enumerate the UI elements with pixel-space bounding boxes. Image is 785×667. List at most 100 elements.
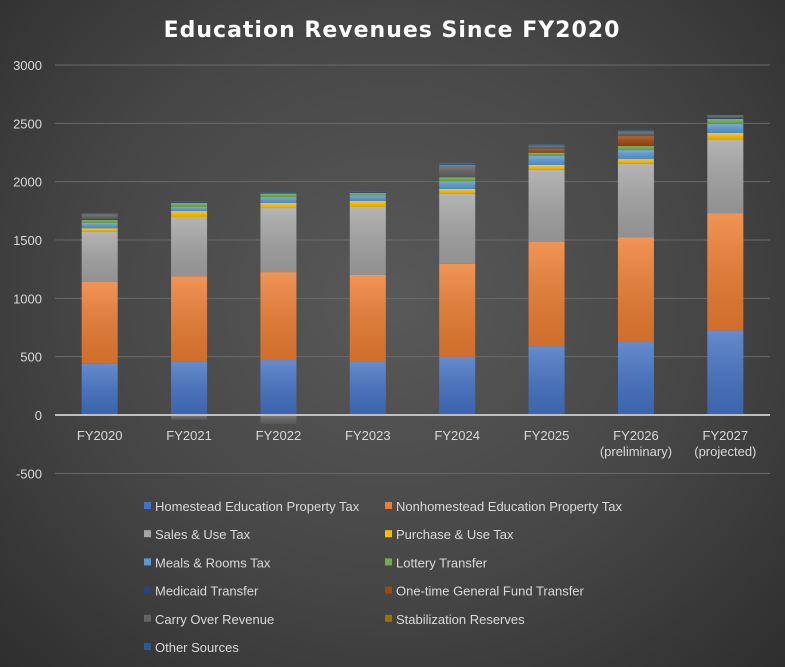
bar-segment-shade <box>349 275 386 362</box>
y-tick-label: 1000 <box>13 291 42 306</box>
bar-segment-shade <box>260 360 297 415</box>
y-axis-ticks: -500 0 500 1000 1500 2000 2500 3000 <box>13 58 42 481</box>
bar-stack <box>349 191 386 416</box>
legend-item: Meals & Rooms Tax <box>144 555 271 570</box>
x-tick-label: FY2023 <box>345 428 391 443</box>
bar-segment-shade <box>260 192 297 194</box>
legend-label: Other Sources <box>155 640 239 655</box>
y-tick-label: 0 <box>35 408 42 423</box>
x-tick-label: FY2022 <box>256 428 302 443</box>
bar-segment-shade <box>81 218 118 221</box>
bar-segment-shade <box>528 145 565 149</box>
bar-segment-shade <box>617 159 654 164</box>
bar-stack <box>171 201 208 420</box>
legend-label: Medicaid Transfer <box>155 584 259 599</box>
bars <box>81 114 744 424</box>
bar-stack <box>81 213 118 415</box>
bar-segment-shade <box>349 191 386 193</box>
bar-segment-shade <box>81 282 118 364</box>
bar-segment-shade <box>171 276 208 362</box>
bar-stack <box>439 163 476 415</box>
bar-segment-shade <box>439 177 476 182</box>
bar-segment-shade <box>528 152 565 156</box>
bar-segment-shade <box>439 193 476 264</box>
bar-segment-shade <box>707 330 744 415</box>
bar-segment-shade <box>349 201 386 207</box>
bar-segment-shade <box>171 201 208 204</box>
bar-segment-shade <box>171 217 208 277</box>
bar-segment-shade <box>260 193 297 198</box>
x-axis-ticks: FY2020 FY2021 FY2022 FY2023 FY2024 FY2025 FY20… <box>77 428 756 459</box>
bar-segment-shade <box>171 203 208 207</box>
legend: Homestead Education Property Tax Nonhomes… <box>144 499 622 655</box>
legend-item: Carry Over Revenue <box>144 612 274 627</box>
bar-segment-shade <box>260 208 297 273</box>
bar-segment-shade <box>528 155 565 165</box>
bar-segment-shade <box>349 195 386 202</box>
legend-label: Purchase & Use Tax <box>396 527 514 542</box>
legend-swatch <box>385 558 392 566</box>
y-tick-label: 3000 <box>13 58 42 73</box>
bar-segment-shade <box>81 363 118 415</box>
legend-item: Nonhomestead Education Property Tax <box>385 499 622 514</box>
bar-segment-shade <box>349 192 386 196</box>
bar-segment-shade <box>528 169 565 242</box>
bar-segment-shade <box>81 222 118 229</box>
bar-segment-shade <box>81 220 118 223</box>
bar-segment-shade <box>707 124 744 134</box>
x-tick-label: FY2026 <box>613 428 659 443</box>
x-tick-label: FY2025 <box>524 428 570 443</box>
bar-segment-shade <box>707 133 744 140</box>
legend-swatch <box>144 614 151 622</box>
bar-segment-shade <box>439 163 476 165</box>
x-tick-label: FY2024 <box>434 428 480 443</box>
bar-stack <box>528 144 565 415</box>
bar-segment-shade <box>439 263 476 357</box>
bar-segment-shade <box>528 241 565 347</box>
bar-stack <box>707 114 744 415</box>
bar-stack <box>260 192 297 424</box>
x-tick-label: FY2027 <box>703 428 749 443</box>
bar-segment-shade <box>171 361 208 415</box>
bar-segment-shade <box>707 114 744 116</box>
legend-item: Stabilization Reserves <box>385 612 525 627</box>
chart-title: Education Revenues Since FY2020 <box>164 18 621 43</box>
bar-segment-shade <box>707 139 744 214</box>
bar-segment-shade <box>439 356 476 415</box>
bar-segment-shade <box>81 213 118 215</box>
legend-item: Sales & Use Tax <box>144 527 251 542</box>
bar-segment-shade <box>439 181 476 190</box>
legend-swatch <box>144 530 151 538</box>
y-tick-label: 1500 <box>13 233 42 248</box>
y-tick-label: -500 <box>16 466 42 481</box>
bar-segment-shade <box>528 148 565 153</box>
y-tick-label: 500 <box>20 350 42 365</box>
bar-segment-shade <box>171 415 208 420</box>
legend-label: Sales & Use Tax <box>155 527 251 542</box>
bar-segment-shade <box>617 130 654 132</box>
bar-segment-shade <box>260 192 297 193</box>
bar-segment-shade <box>171 206 208 212</box>
legend-swatch <box>144 558 151 566</box>
bar-segment-shade <box>439 189 476 194</box>
bar-segment-shade <box>81 228 118 232</box>
legend-label: Lottery Transfer <box>396 555 488 570</box>
bar-segment-shade <box>617 146 654 151</box>
legend-item: Homestead Education Property Tax <box>144 499 360 514</box>
bar-segment-shade <box>439 164 476 178</box>
y-tick-label: 2500 <box>13 116 42 131</box>
bar-segment-shade <box>528 164 565 170</box>
legend-label: One-time General Fund Transfer <box>396 584 585 599</box>
bar-segment-shade <box>617 131 654 137</box>
bar-segment-shade <box>707 115 744 118</box>
legend-swatch <box>385 502 392 509</box>
legend-item: Lottery Transfer <box>385 555 488 570</box>
bar-segment-shade <box>349 206 386 276</box>
legend-swatch <box>144 502 151 509</box>
legend-label: Homestead Education Property Tax <box>155 499 360 514</box>
x-tick-label: (projected) <box>694 444 756 459</box>
bar-segment-shade <box>617 237 654 343</box>
bar-segment-shade <box>171 211 208 218</box>
legend-label: Meals & Rooms Tax <box>155 555 271 570</box>
bar-segment-shade <box>81 231 118 283</box>
